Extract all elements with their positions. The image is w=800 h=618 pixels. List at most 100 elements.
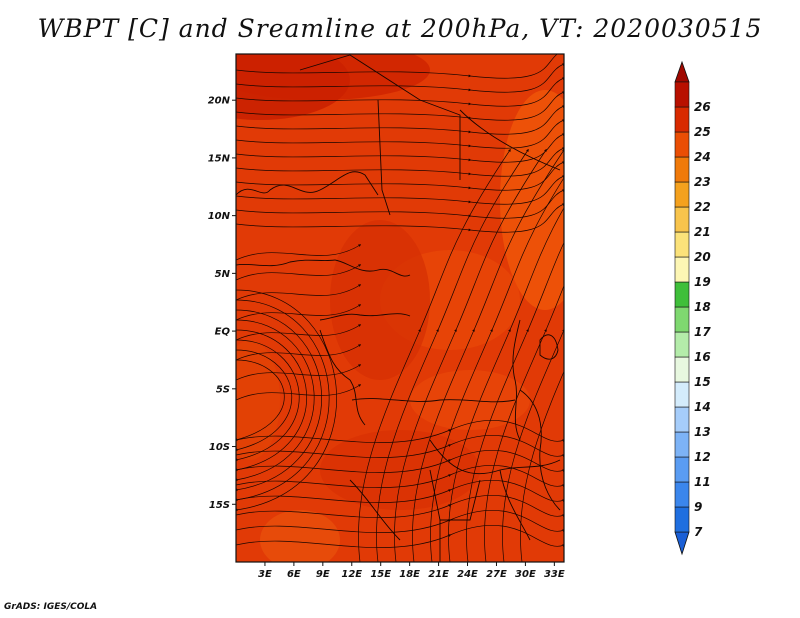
colorbar-label: 13 bbox=[694, 425, 711, 439]
streamline bbox=[236, 304, 362, 321]
wbpt-shade-patch bbox=[330, 220, 430, 380]
country-border-line bbox=[351, 398, 516, 403]
country-border-line bbox=[236, 259, 336, 267]
streamline bbox=[236, 434, 564, 458]
colorbar-swatch bbox=[674, 206, 690, 233]
lon-tick-label: 18E bbox=[399, 569, 420, 580]
streamline bbox=[236, 384, 362, 401]
streamline bbox=[520, 370, 564, 562]
streamline bbox=[236, 359, 285, 441]
colorbar-swatch bbox=[674, 381, 690, 408]
colorbar-swatch bbox=[674, 181, 690, 208]
streamline bbox=[236, 509, 564, 533]
lon-tick-label: 15E bbox=[370, 569, 391, 580]
colorbar-swatch bbox=[674, 431, 690, 458]
streamline bbox=[236, 364, 362, 381]
lon-tick-label: 21E bbox=[428, 569, 449, 580]
colorbar-label: 21 bbox=[694, 225, 711, 239]
lat-tick-label: 15S bbox=[209, 500, 230, 511]
lon-tick-label: 9E bbox=[316, 569, 330, 580]
colorbar-label: 20 bbox=[694, 250, 711, 264]
streamline bbox=[236, 284, 362, 301]
streamlines bbox=[236, 54, 564, 562]
streamline bbox=[236, 339, 300, 462]
colorbar-bottom-arrow bbox=[674, 531, 690, 556]
country-border-line bbox=[539, 334, 559, 360]
streamline bbox=[236, 299, 330, 502]
colorbar-swatch bbox=[674, 81, 690, 108]
colorbar-label: 23 bbox=[694, 175, 711, 189]
lon-tick-label: 33E bbox=[544, 569, 565, 580]
streamline bbox=[236, 449, 564, 473]
streamline bbox=[236, 494, 564, 518]
grads-credit: GrADS: IGES/COLA bbox=[4, 602, 98, 612]
lat-tick-label: 5N bbox=[215, 269, 231, 280]
streamline bbox=[236, 479, 564, 503]
colorbar-label: 11 bbox=[694, 475, 711, 489]
colorbar-swatch bbox=[674, 331, 690, 358]
country-border-line bbox=[299, 54, 461, 180]
wbpt-shade-patch bbox=[236, 340, 280, 460]
streamline bbox=[236, 329, 307, 472]
country-border-line bbox=[319, 313, 411, 321]
colorbar-label: 15 bbox=[694, 375, 711, 389]
colorbar-swatch bbox=[674, 506, 690, 533]
streamline bbox=[236, 324, 362, 341]
colorbar-swatch bbox=[674, 156, 690, 183]
country-border-line bbox=[512, 319, 521, 441]
wbpt-shade-patch bbox=[260, 510, 340, 562]
lat-tick-label: EQ bbox=[215, 327, 231, 338]
colorbar-swatch bbox=[674, 256, 690, 283]
map-title: WBPT [C] and Sreamline at 200hPa, VT: 20… bbox=[37, 14, 763, 43]
streamline bbox=[236, 244, 362, 261]
colorbar-label: 19 bbox=[694, 275, 711, 289]
streamline bbox=[236, 289, 337, 512]
colorbar-label: 9 bbox=[694, 500, 702, 514]
colorbar-label: 12 bbox=[694, 450, 711, 464]
colorbar-label: 22 bbox=[694, 200, 711, 214]
colorbar-label: 24 bbox=[694, 150, 711, 164]
lat-tick-label: 5S bbox=[216, 384, 230, 395]
country-border-line bbox=[319, 329, 366, 426]
colorbar-swatch bbox=[674, 481, 690, 508]
colorbar-swatch bbox=[674, 281, 690, 308]
lat-tick-label: 10N bbox=[208, 211, 231, 222]
streamline bbox=[236, 464, 564, 488]
colorbar-swatch bbox=[674, 231, 690, 258]
colorbar-label: 7 bbox=[694, 525, 703, 539]
colorbar-label: 18 bbox=[694, 300, 711, 314]
map-frame bbox=[235, 53, 565, 563]
lon-tick-label: 24E bbox=[457, 569, 478, 580]
colorbar-swatch bbox=[674, 131, 690, 158]
lon-tick-label: 6E bbox=[287, 569, 301, 580]
lat-tick-label: 15N bbox=[208, 153, 231, 164]
country-border-line bbox=[334, 259, 411, 277]
lon-tick-label: 30E bbox=[515, 569, 536, 580]
colorbar-label: 16 bbox=[694, 350, 711, 364]
colorbar-swatch bbox=[674, 406, 690, 433]
wbpt-shade-patch bbox=[320, 430, 480, 510]
lat-tick-label: 20N bbox=[208, 96, 231, 107]
streamline bbox=[236, 344, 362, 361]
lon-tick-label: 27E bbox=[486, 569, 507, 580]
lat-tick-label: 10S bbox=[209, 442, 230, 453]
streamline bbox=[236, 419, 564, 443]
latitude-axis: 20N 15N 10N 5N EQ 5S 10S 15S bbox=[208, 96, 236, 511]
colorbar-swatch bbox=[674, 306, 690, 333]
streamline bbox=[466, 148, 564, 562]
lon-tick-label: 3E bbox=[258, 569, 272, 580]
colorbar-swatch bbox=[674, 356, 690, 383]
streamline bbox=[236, 264, 362, 281]
streamline bbox=[484, 148, 564, 562]
longitude-axis: 3E 6E 9E 12E 15E 18E 21E 24E 27E 30E 33E bbox=[258, 562, 565, 580]
colorbar-label: 14 bbox=[694, 400, 711, 414]
wbpt-shade-patch bbox=[236, 54, 430, 100]
country-border-line bbox=[236, 171, 379, 196]
colorbar-swatch bbox=[674, 456, 690, 483]
streamline bbox=[236, 524, 564, 548]
colorbar-label: 25 bbox=[694, 125, 711, 139]
colorbar-swatch bbox=[674, 106, 690, 133]
colorbar-label: 26 bbox=[694, 100, 711, 114]
map-panel bbox=[236, 54, 564, 562]
